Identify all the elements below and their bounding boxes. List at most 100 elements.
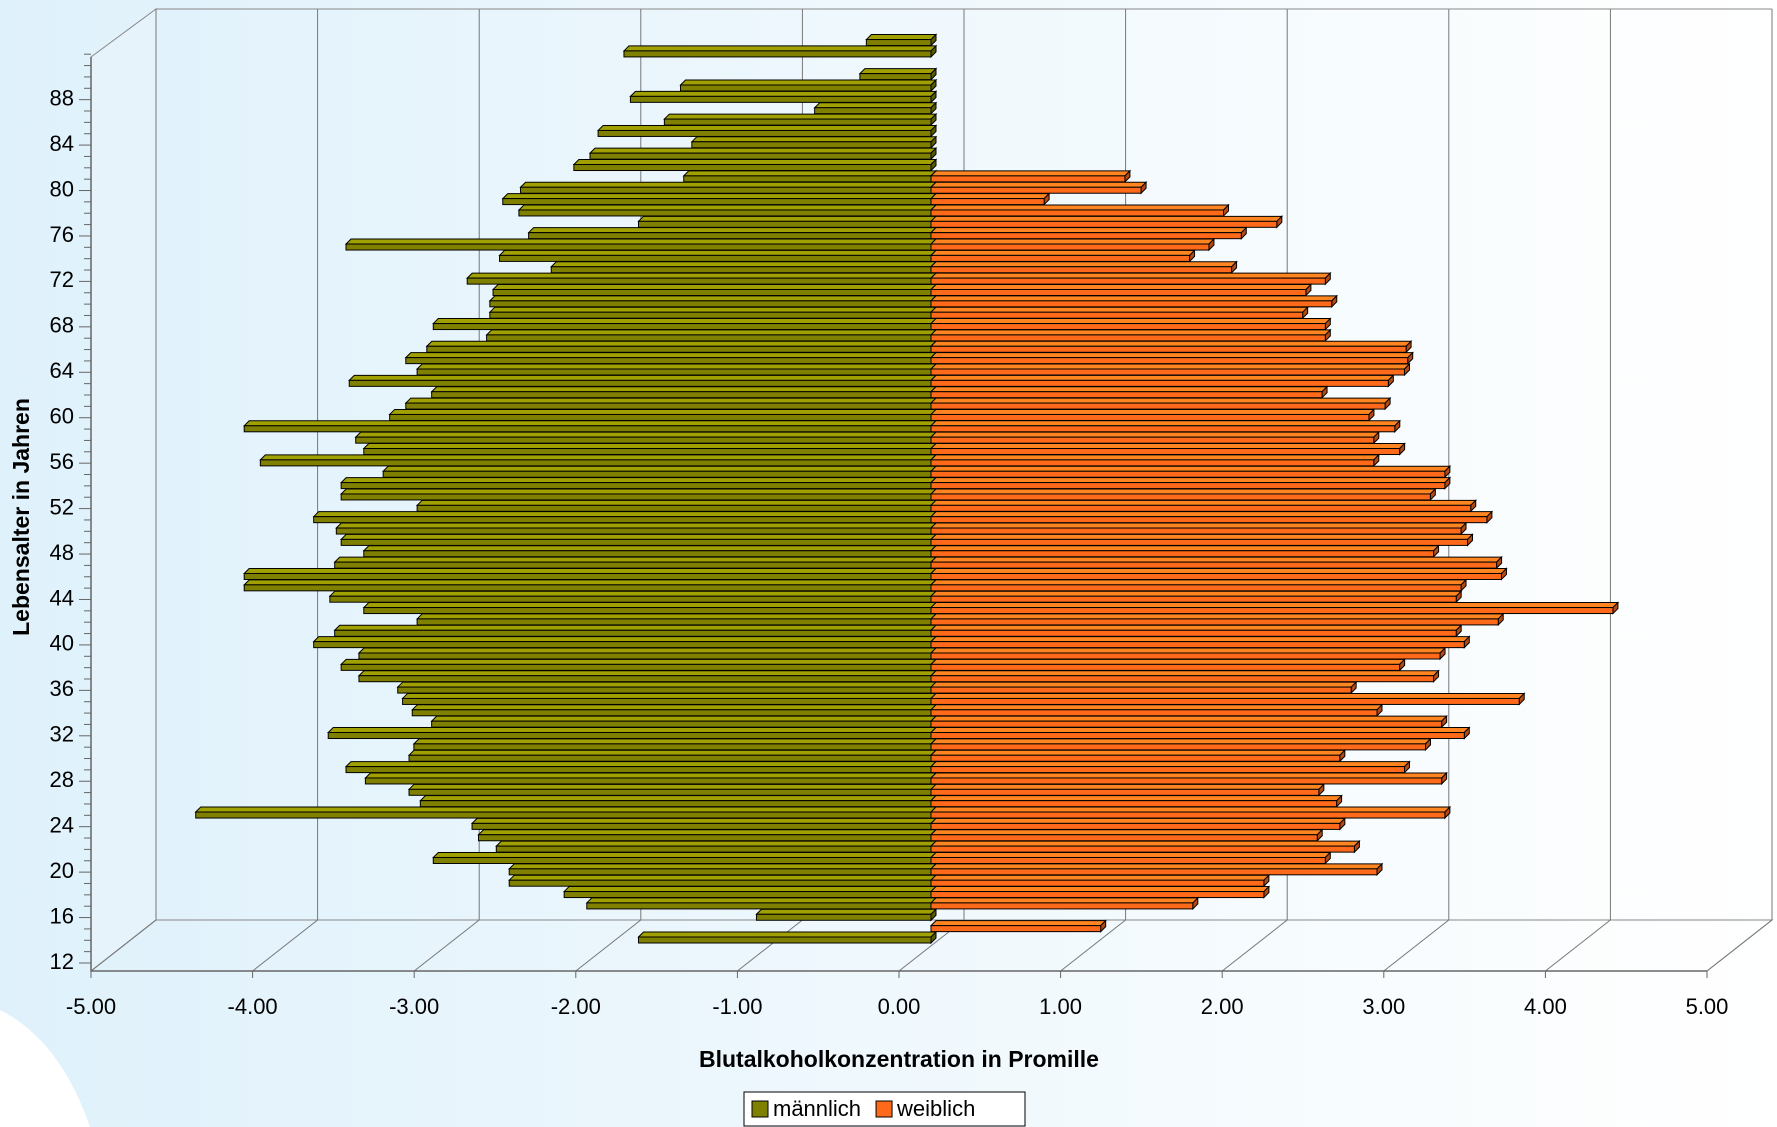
bar-top	[929, 670, 1440, 677]
bar-top	[929, 772, 1448, 779]
bar-top	[929, 522, 1468, 529]
bar-top	[663, 113, 938, 120]
bar-top	[572, 159, 938, 166]
bar-top	[348, 374, 938, 381]
bar-top	[929, 851, 1332, 858]
bar	[930, 834, 1318, 842]
bar-top	[929, 227, 1248, 234]
bar	[405, 357, 932, 365]
legend-box	[743, 1091, 1026, 1127]
bar	[930, 766, 1405, 774]
bar	[499, 254, 932, 262]
y-tick-label: 20	[50, 858, 74, 883]
y-tick-label: 56	[50, 449, 74, 474]
y-tick-label: 28	[50, 767, 74, 792]
bar-top	[562, 886, 938, 893]
bar	[413, 743, 932, 751]
bar-top	[412, 738, 938, 745]
bar-top	[259, 454, 938, 461]
bar-top	[929, 408, 1376, 415]
bar	[930, 186, 1142, 194]
bar-top	[929, 488, 1437, 495]
bar	[930, 459, 1375, 467]
bar-top	[501, 193, 938, 200]
bar	[416, 368, 932, 376]
bar	[930, 652, 1441, 660]
bar	[930, 811, 1446, 819]
bar	[363, 607, 932, 615]
x-tick-label: 2.00	[1201, 994, 1244, 1019]
bar-top	[517, 204, 938, 211]
bar-top	[929, 897, 1199, 904]
bar	[859, 73, 932, 81]
legend-label: männlich	[773, 1096, 861, 1121]
bar-top	[929, 920, 1107, 927]
bar	[416, 618, 932, 626]
y-tick-label: 88	[50, 85, 74, 110]
bar	[486, 334, 932, 342]
bar	[930, 584, 1462, 592]
bar	[930, 607, 1614, 615]
bar-top	[344, 238, 938, 245]
bar-top	[929, 420, 1401, 427]
bar	[930, 822, 1341, 830]
y-tick-label: 44	[50, 585, 74, 610]
bar	[335, 527, 932, 535]
bar	[930, 527, 1462, 535]
bar	[930, 879, 1265, 887]
x-axis-title: Blutalkoholkonzentration in Promille	[699, 1046, 1099, 1072]
bar-top	[339, 658, 938, 665]
bar	[358, 675, 932, 683]
bar	[416, 504, 932, 512]
bar	[930, 675, 1435, 683]
bar-top	[357, 670, 938, 677]
y-tick-label: 40	[50, 631, 74, 656]
bar	[431, 391, 932, 399]
bar	[638, 220, 932, 228]
bar	[814, 107, 932, 115]
bar-top	[929, 817, 1347, 824]
bar-top	[929, 681, 1358, 688]
y-tick-label: 24	[50, 812, 74, 837]
bar-top	[929, 511, 1494, 518]
bar-top	[588, 147, 938, 154]
bar-top	[488, 306, 938, 313]
bar	[930, 732, 1465, 740]
y-tick-label: 80	[50, 176, 74, 201]
bar	[243, 584, 932, 592]
bar-top	[929, 272, 1332, 279]
bar-top	[425, 340, 938, 347]
bar	[930, 504, 1472, 512]
bar-top	[929, 647, 1447, 654]
bar	[502, 198, 932, 206]
y-tick-label: 76	[50, 222, 74, 247]
floor-line	[1706, 919, 1773, 972]
bar	[495, 845, 932, 853]
bar-top	[929, 613, 1505, 620]
bar-top	[690, 136, 938, 143]
bar-top	[929, 204, 1230, 211]
bar	[382, 470, 932, 478]
bar-top	[327, 727, 938, 734]
bar	[930, 618, 1499, 626]
bar	[930, 925, 1102, 933]
y-tick-label: 12	[50, 949, 74, 974]
y-tick-label: 52	[50, 494, 74, 519]
bar	[419, 800, 932, 808]
bar-top	[333, 624, 938, 631]
side-wall	[90, 8, 157, 973]
bar-top	[929, 658, 1406, 665]
bar	[431, 720, 932, 728]
bar	[518, 209, 932, 217]
bar	[930, 493, 1431, 501]
bar	[930, 436, 1375, 444]
bar	[432, 323, 932, 331]
bar	[358, 652, 932, 660]
bar-top	[401, 692, 938, 699]
y-tick-label: 72	[50, 267, 74, 292]
bar-top	[339, 533, 938, 540]
bar-top	[929, 533, 1474, 540]
bar	[755, 913, 932, 921]
bar-top	[929, 397, 1392, 404]
